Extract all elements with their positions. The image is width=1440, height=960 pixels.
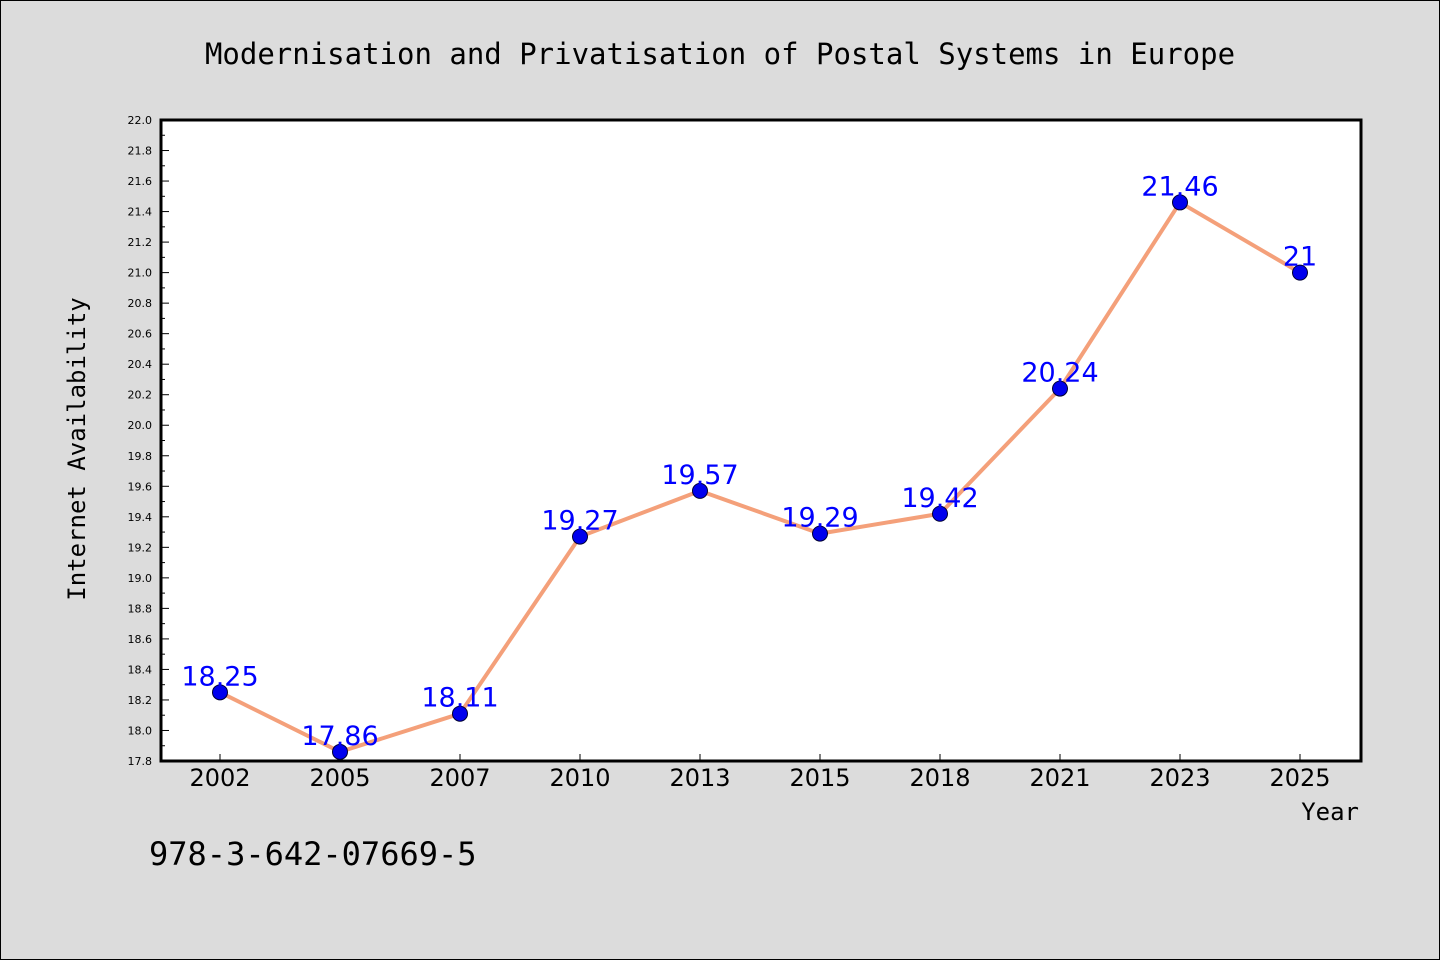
x-tick-label: 2021 xyxy=(1029,764,1090,792)
data-point xyxy=(1052,380,1068,397)
y-tick-label: 21.2 xyxy=(128,236,153,249)
isbn-text: 978-3-642-07669-5 xyxy=(149,835,477,873)
data-label: 20.24 xyxy=(1021,358,1098,389)
data-point xyxy=(1172,194,1188,211)
plot-area xyxy=(159,118,1363,763)
data-label: 17.86 xyxy=(301,721,378,752)
data-point xyxy=(572,528,588,545)
x-tick-label: 2015 xyxy=(789,764,850,792)
data-point xyxy=(812,525,828,542)
x-tick-label: 2018 xyxy=(909,764,970,792)
y-tick-label: 21.6 xyxy=(128,175,153,188)
data-label: 19.42 xyxy=(901,483,978,514)
y-tick-label: 20.8 xyxy=(128,297,153,310)
x-axis: 2002 2005 2007 2010 2013 2015 2018 2021 2023 2025 xyxy=(189,754,1331,792)
data-point xyxy=(932,505,948,522)
y-tick-label: 21.0 xyxy=(128,267,153,280)
chart-title: Modernisation and Privatisation of Posta… xyxy=(205,37,1235,71)
x-axis-label: Year xyxy=(1301,798,1359,826)
data-label: 19.57 xyxy=(661,460,738,491)
y-tick-label: 18.0 xyxy=(128,724,153,737)
data-point xyxy=(332,743,348,760)
y-tick-label: 19.4 xyxy=(128,511,153,524)
y-tick-label: 21.8 xyxy=(128,145,153,158)
series-line xyxy=(218,200,1302,754)
y-axis-label: Internet Availability xyxy=(63,297,91,600)
y-tick-label: 18.2 xyxy=(128,694,153,707)
data-point xyxy=(692,482,708,499)
data-label: 21 xyxy=(1283,242,1317,273)
y-tick-label: 18.4 xyxy=(128,663,153,676)
series-layer: 18.25 17.86 18.11 19.27 19.57 19.29 19.42 20.24… xyxy=(181,171,1317,760)
y-tick-label: 19.2 xyxy=(128,541,153,554)
data-label: 21.46 xyxy=(1141,171,1218,202)
x-tick-label: 2007 xyxy=(429,764,490,792)
data-point xyxy=(452,705,468,722)
x-tick-label: 2023 xyxy=(1149,764,1210,792)
x-tick-label: 2002 xyxy=(189,764,250,792)
y-tick-label: 18.8 xyxy=(128,602,153,615)
y-tick-label: 19.0 xyxy=(128,572,153,585)
x-tick-label: 2005 xyxy=(309,764,370,792)
y-tick-label: 21.4 xyxy=(128,206,153,219)
data-label: 19.27 xyxy=(541,506,618,537)
y-tick-label: 18.6 xyxy=(128,633,153,646)
x-tick-label: 2013 xyxy=(669,764,730,792)
y-tick-label: 20.2 xyxy=(128,389,153,402)
data-point xyxy=(212,684,228,701)
y-tick-label: 19.6 xyxy=(128,480,153,493)
data-label: 19.29 xyxy=(781,503,858,534)
y-tick-label: 22.0 xyxy=(128,114,153,127)
y-tick-label: 20.4 xyxy=(128,358,153,371)
y-tick-label: 17.8 xyxy=(128,755,153,768)
y-tick-label: 20.6 xyxy=(128,328,153,341)
y-tick-label: 20.0 xyxy=(128,419,153,432)
y-tick-label: 19.8 xyxy=(128,450,153,463)
data-label: 18.25 xyxy=(181,661,258,692)
x-tick-label: 2025 xyxy=(1269,764,1330,792)
data-point xyxy=(1292,264,1308,281)
y-axis: 17.8 18.0 18.2 18.4 18.6 18.8 19.0 19.2 19.4 19.6… xyxy=(128,114,169,768)
x-tick-label: 2010 xyxy=(549,764,610,792)
data-label: 18.11 xyxy=(421,683,498,714)
